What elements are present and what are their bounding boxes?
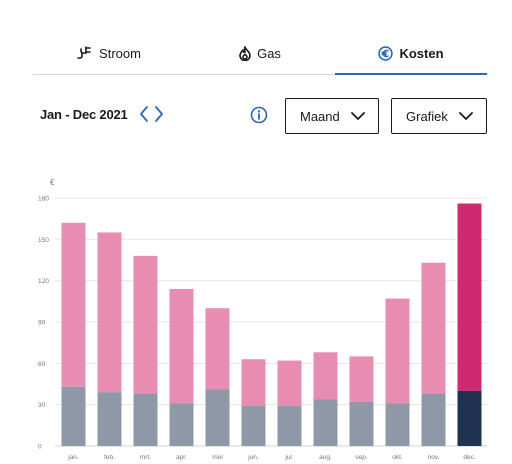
flame-icon <box>239 45 251 61</box>
bar-segment-base <box>133 393 158 446</box>
bar-segment-top <box>133 255 158 394</box>
bar-segment-base <box>313 399 338 446</box>
euro-circle-icon <box>378 45 394 61</box>
bar-segment-base <box>61 386 86 446</box>
bar-segment-top <box>277 360 302 407</box>
bar-segment-base <box>97 392 122 446</box>
tab-kosten[interactable]: Kosten <box>335 34 487 72</box>
bar-segment-top <box>385 298 410 404</box>
bar-segment-top <box>421 262 446 394</box>
tab-stroom[interactable]: Stroom <box>33 34 185 72</box>
view-select[interactable]: Grafiek <box>391 98 487 134</box>
tab-gas-label: Gas <box>257 45 281 61</box>
x-tick-label: aug. <box>319 454 332 461</box>
bar-segment-top <box>61 222 86 387</box>
plug-icon <box>77 46 93 60</box>
info-icon <box>250 106 268 124</box>
energy-tabs: Stroom Gas Kosten <box>33 34 487 75</box>
bar-segment-base <box>349 401 374 446</box>
chevron-right-icon <box>155 106 163 122</box>
y-tick-label: 180 <box>38 196 49 203</box>
x-tick-label: sep. <box>355 454 367 461</box>
x-tick-label: dec. <box>463 454 475 461</box>
bar-segment-top <box>313 352 338 400</box>
x-tick-label: feb. <box>104 454 115 461</box>
bar-segment-top <box>349 356 374 402</box>
interval-select[interactable]: Maand <box>285 98 379 134</box>
x-tick-label: okt. <box>392 454 403 461</box>
bar-segment-base <box>205 389 230 446</box>
interval-select-value: Maand <box>300 108 340 124</box>
bar-segment-base <box>277 406 302 446</box>
y-tick-label: 90 <box>38 320 46 327</box>
view-select-value: Grafiek <box>406 108 448 124</box>
bar-segment-top <box>241 359 266 407</box>
x-tick-label: nov. <box>428 454 440 461</box>
info-button[interactable] <box>250 106 268 124</box>
tab-gas[interactable]: Gas <box>185 34 335 72</box>
y-tick-label: 60 <box>38 361 46 368</box>
bar-segment-top <box>169 288 194 404</box>
chevron-down-icon <box>350 111 366 121</box>
x-tick-label: mei <box>212 454 222 461</box>
bar-segment-base <box>169 403 194 446</box>
bar-segment-base <box>241 406 266 446</box>
cost-bar-chart: €0 30 60 90 120 150 180 jan. feb. mrt. apr. mei jun.… <box>38 178 487 461</box>
y-tick-label: 120 <box>38 278 49 285</box>
x-tick-label: mrt. <box>140 454 151 461</box>
bar-segment-top <box>457 203 482 391</box>
bar-segment-base <box>421 393 446 446</box>
chevron-left-icon <box>140 106 148 122</box>
previous-period-button[interactable] <box>137 104 151 124</box>
next-period-button[interactable] <box>152 104 166 124</box>
y-tick-label: 150 <box>38 237 49 244</box>
bar-segment-base <box>385 403 410 446</box>
y-tick-label: 30 <box>38 402 46 409</box>
x-tick-label: jan. <box>67 454 79 461</box>
chevron-down-icon <box>458 111 474 121</box>
bar-segment-base <box>457 390 482 446</box>
x-tick-label: jul. <box>284 454 294 461</box>
x-tick-label: apr. <box>176 454 187 461</box>
y-axis-unit-label: € <box>50 178 55 187</box>
bar-segment-top <box>205 308 230 390</box>
period-label: Jan - Dec 2021 <box>40 107 128 122</box>
bar-segment-top <box>97 232 122 393</box>
y-tick-label: 0 <box>38 444 42 451</box>
tab-kosten-label: Kosten <box>399 45 444 61</box>
x-tick-label: jun. <box>247 454 259 461</box>
active-tab-indicator <box>335 73 487 75</box>
tab-stroom-label: Stroom <box>99 45 141 61</box>
